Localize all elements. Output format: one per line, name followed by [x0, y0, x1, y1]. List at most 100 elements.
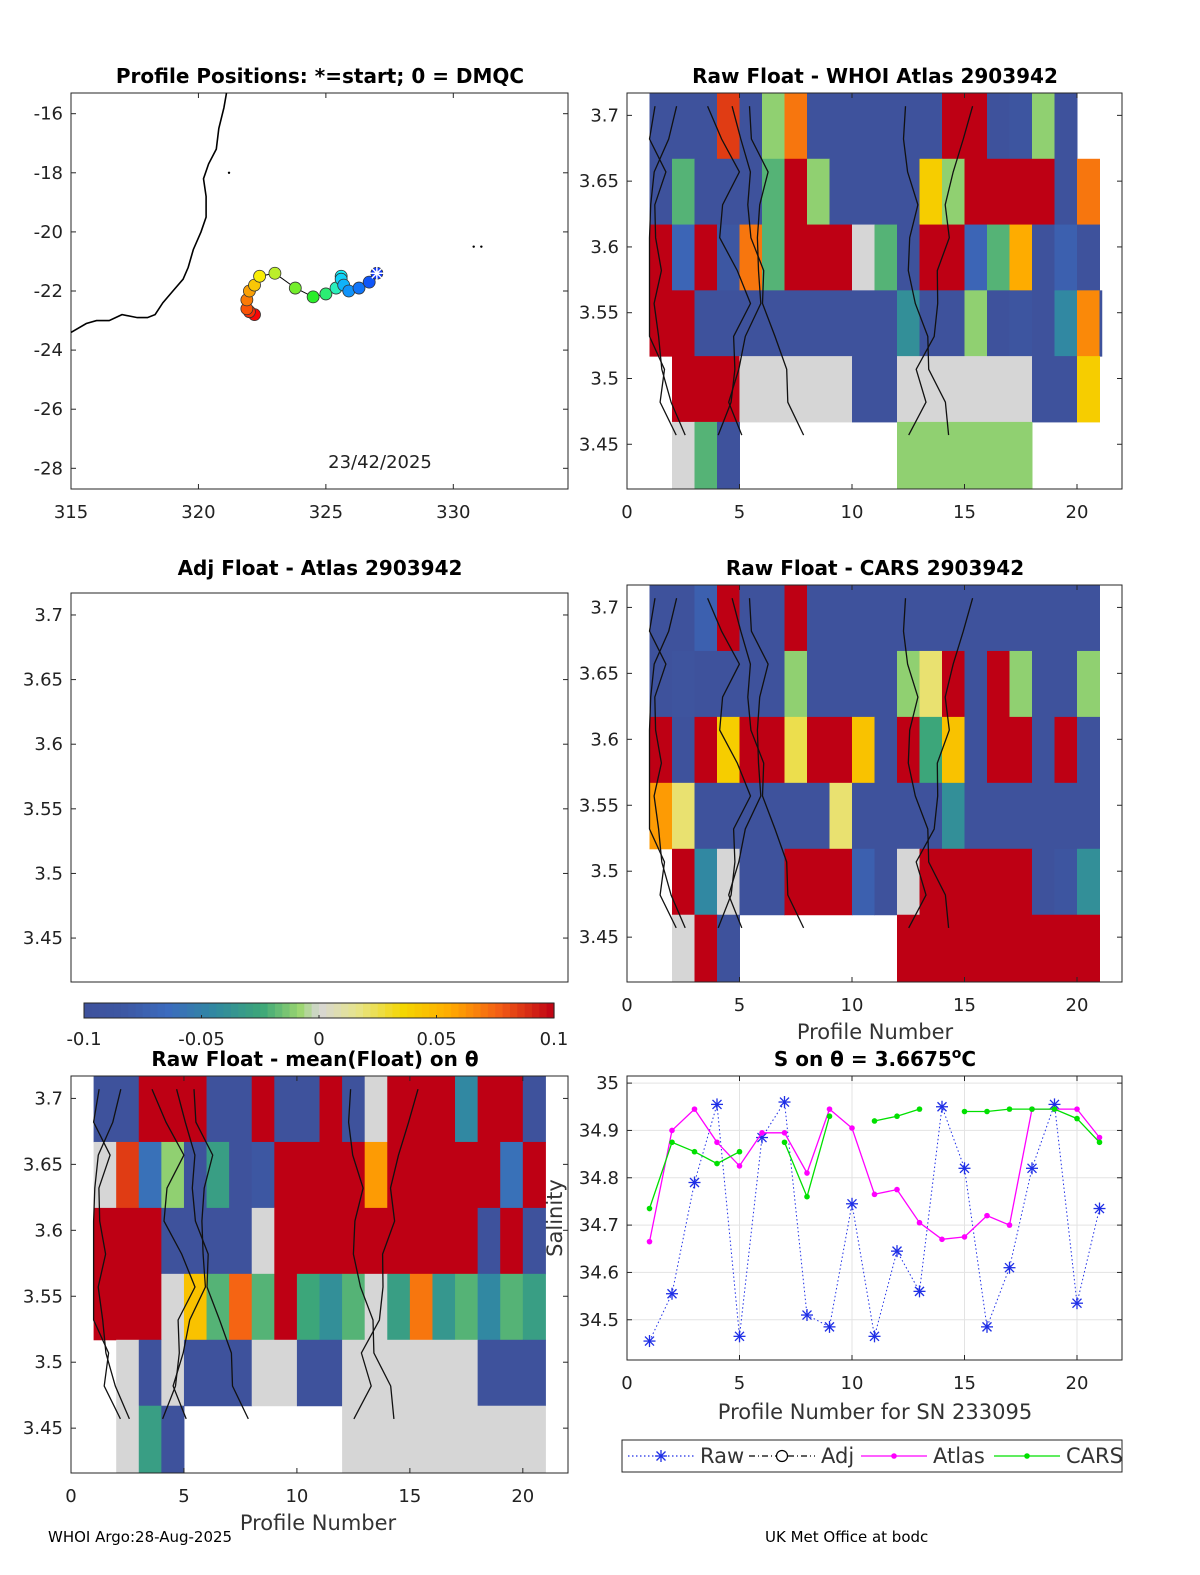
- cars-contour-line: [648, 598, 686, 929]
- salinity-cars-point: [646, 1205, 653, 1212]
- cars-heatmap-cell: [919, 650, 943, 718]
- salinity-cars-point: [1074, 1115, 1080, 1122]
- map-profile-marker: [352, 281, 366, 295]
- whoi-heatmap-cell: [672, 356, 740, 423]
- cars-heatmap-cell: [942, 782, 965, 850]
- map-profile-marker: [362, 275, 376, 289]
- whoi-heatmap-cell: [964, 290, 988, 357]
- salinity-raw-line: [649, 1100, 1100, 1342]
- cars-heatmap-cell: [672, 782, 695, 850]
- salinity-cars-point: [1096, 1139, 1103, 1146]
- whoi-heatmap-cell: [739, 356, 853, 423]
- colorbar-segment: [274, 1003, 283, 1018]
- colorbar-segment: [370, 1003, 379, 1018]
- cars-heatmap-cell: [672, 650, 695, 718]
- mean-heatmap-cell: [342, 1076, 366, 1143]
- mean-xtick-label: 0: [65, 1486, 76, 1507]
- adj-ytick-label: 3.65: [23, 670, 63, 691]
- mean-heatmap-cell: [319, 1076, 343, 1143]
- mean-heatmap-cell: [296, 1339, 343, 1407]
- map-ytick-label: -20: [34, 222, 63, 243]
- colorbar-tick-label: 0.1: [540, 1029, 569, 1050]
- whoi-contour-line: [648, 106, 678, 436]
- map-profile-marker: [306, 290, 320, 304]
- colorbar-segment: [385, 1003, 394, 1018]
- cars-heatmap-cell: [1032, 848, 1055, 916]
- mean-heatmap-cell: [183, 1339, 253, 1407]
- whoi-heatmap-cell: [784, 158, 808, 226]
- mean-heatmap-cell: [161, 1405, 185, 1474]
- cars-heatmap-cell: [1077, 650, 1100, 718]
- salinity-raw-point: [868, 1330, 881, 1343]
- salinity-atlas-point: [804, 1170, 810, 1176]
- mean-heatmap-cell: [296, 1273, 320, 1341]
- salinity-atlas-point: [826, 1106, 833, 1112]
- mean-contour-line: [92, 1089, 130, 1420]
- salinity-xtick-label: 15: [953, 1373, 976, 1394]
- salinity-atlas-point: [781, 1130, 788, 1136]
- cars-heatmap-cell: [1032, 650, 1078, 718]
- whoi-heatmap-cell: [1054, 290, 1078, 357]
- mean-heatmap-cell: [387, 1273, 411, 1341]
- whoi-heatmap-cells: [649, 93, 1103, 490]
- map-island-dot: [472, 245, 475, 248]
- colorbar-tick-label: 0.05: [416, 1029, 456, 1050]
- whoi-heatmap-cell: [717, 224, 740, 291]
- colorbar-segment: [458, 1003, 467, 1018]
- cars-xlabel: Profile Number: [797, 1020, 954, 1044]
- mean-contour-line: [151, 1088, 196, 1420]
- cars-heatmap-cell: [784, 585, 808, 652]
- cars-heatmap-cell: [694, 914, 718, 983]
- mean-heatmap-cell: [138, 1141, 162, 1209]
- colorbar-segment: [480, 1003, 489, 1018]
- cars-heatmap-cell: [942, 716, 965, 784]
- salinity-raw-point-stroke: [847, 1198, 857, 1209]
- legend-label-cars: CARS: [1066, 1444, 1123, 1468]
- colorbar-segment: [487, 1003, 496, 1018]
- colorbar-segment: [363, 1003, 372, 1018]
- salinity-cars-point: [871, 1118, 878, 1124]
- salinity-raw-point-stroke: [757, 1132, 767, 1143]
- mean-heatmap-cell: [500, 1207, 524, 1275]
- map-start-star-stroke: [371, 267, 383, 279]
- colorbar-segment: [465, 1003, 474, 1018]
- salinity-cars-point: [691, 1148, 698, 1155]
- mean-heatmap-cell: [116, 1207, 162, 1275]
- cars-heatmap-cell: [919, 848, 1033, 916]
- colorbar-segment: [252, 1003, 261, 1018]
- colorbar-segment: [311, 1003, 320, 1018]
- salinity-raw-point-stroke: [1049, 1099, 1060, 1110]
- colorbar-segment: [546, 1003, 555, 1018]
- salinity-raw-point-stroke: [1072, 1298, 1082, 1309]
- cars-heatmap-cell: [852, 716, 875, 784]
- salinity-raw-point: [711, 1098, 723, 1111]
- salinity-raw-point-stroke: [689, 1177, 700, 1188]
- salinity-raw-point-stroke: [1094, 1203, 1105, 1214]
- mean-heatmap-cell: [116, 1339, 140, 1407]
- whoi-axes-frame: [626, 92, 1123, 490]
- colorbar-segment: [407, 1003, 416, 1018]
- salinity-raw-point: [1003, 1261, 1016, 1274]
- mean-heatmap-cell: [138, 1339, 162, 1407]
- whoi-heatmap-cell: [1077, 158, 1100, 226]
- mean-heatmap-cell: [477, 1207, 501, 1275]
- map-title: Profile Positions: *=start; 0 = DMQC: [116, 64, 524, 88]
- salinity-atlas-point: [984, 1212, 990, 1219]
- mean-heatmap-cell: [432, 1273, 456, 1341]
- whoi-heatmap-cell: [1077, 290, 1100, 357]
- mean-heatmap-cell: [93, 1141, 117, 1209]
- colorbar-segment: [443, 1003, 452, 1018]
- map-ytick-label: -22: [34, 281, 63, 302]
- salinity-raw-point-stroke: [937, 1101, 947, 1112]
- colorbar-tick-label: 0: [313, 1029, 324, 1050]
- colorbar-segment: [120, 1003, 129, 1018]
- whoi-ytick-label: 3.55: [579, 303, 619, 324]
- colorbar-segment: [333, 1003, 342, 1018]
- whoi-heatmap-cell: [1009, 93, 1033, 160]
- cars-xtick-label: 15: [953, 995, 976, 1016]
- cars-heatmap-cell: [1054, 716, 1078, 784]
- mean-heatmap-cell: [274, 1207, 298, 1275]
- map-profile-marker: [319, 287, 333, 301]
- colorbar-segment: [260, 1003, 269, 1018]
- colorbar-segment: [392, 1003, 401, 1018]
